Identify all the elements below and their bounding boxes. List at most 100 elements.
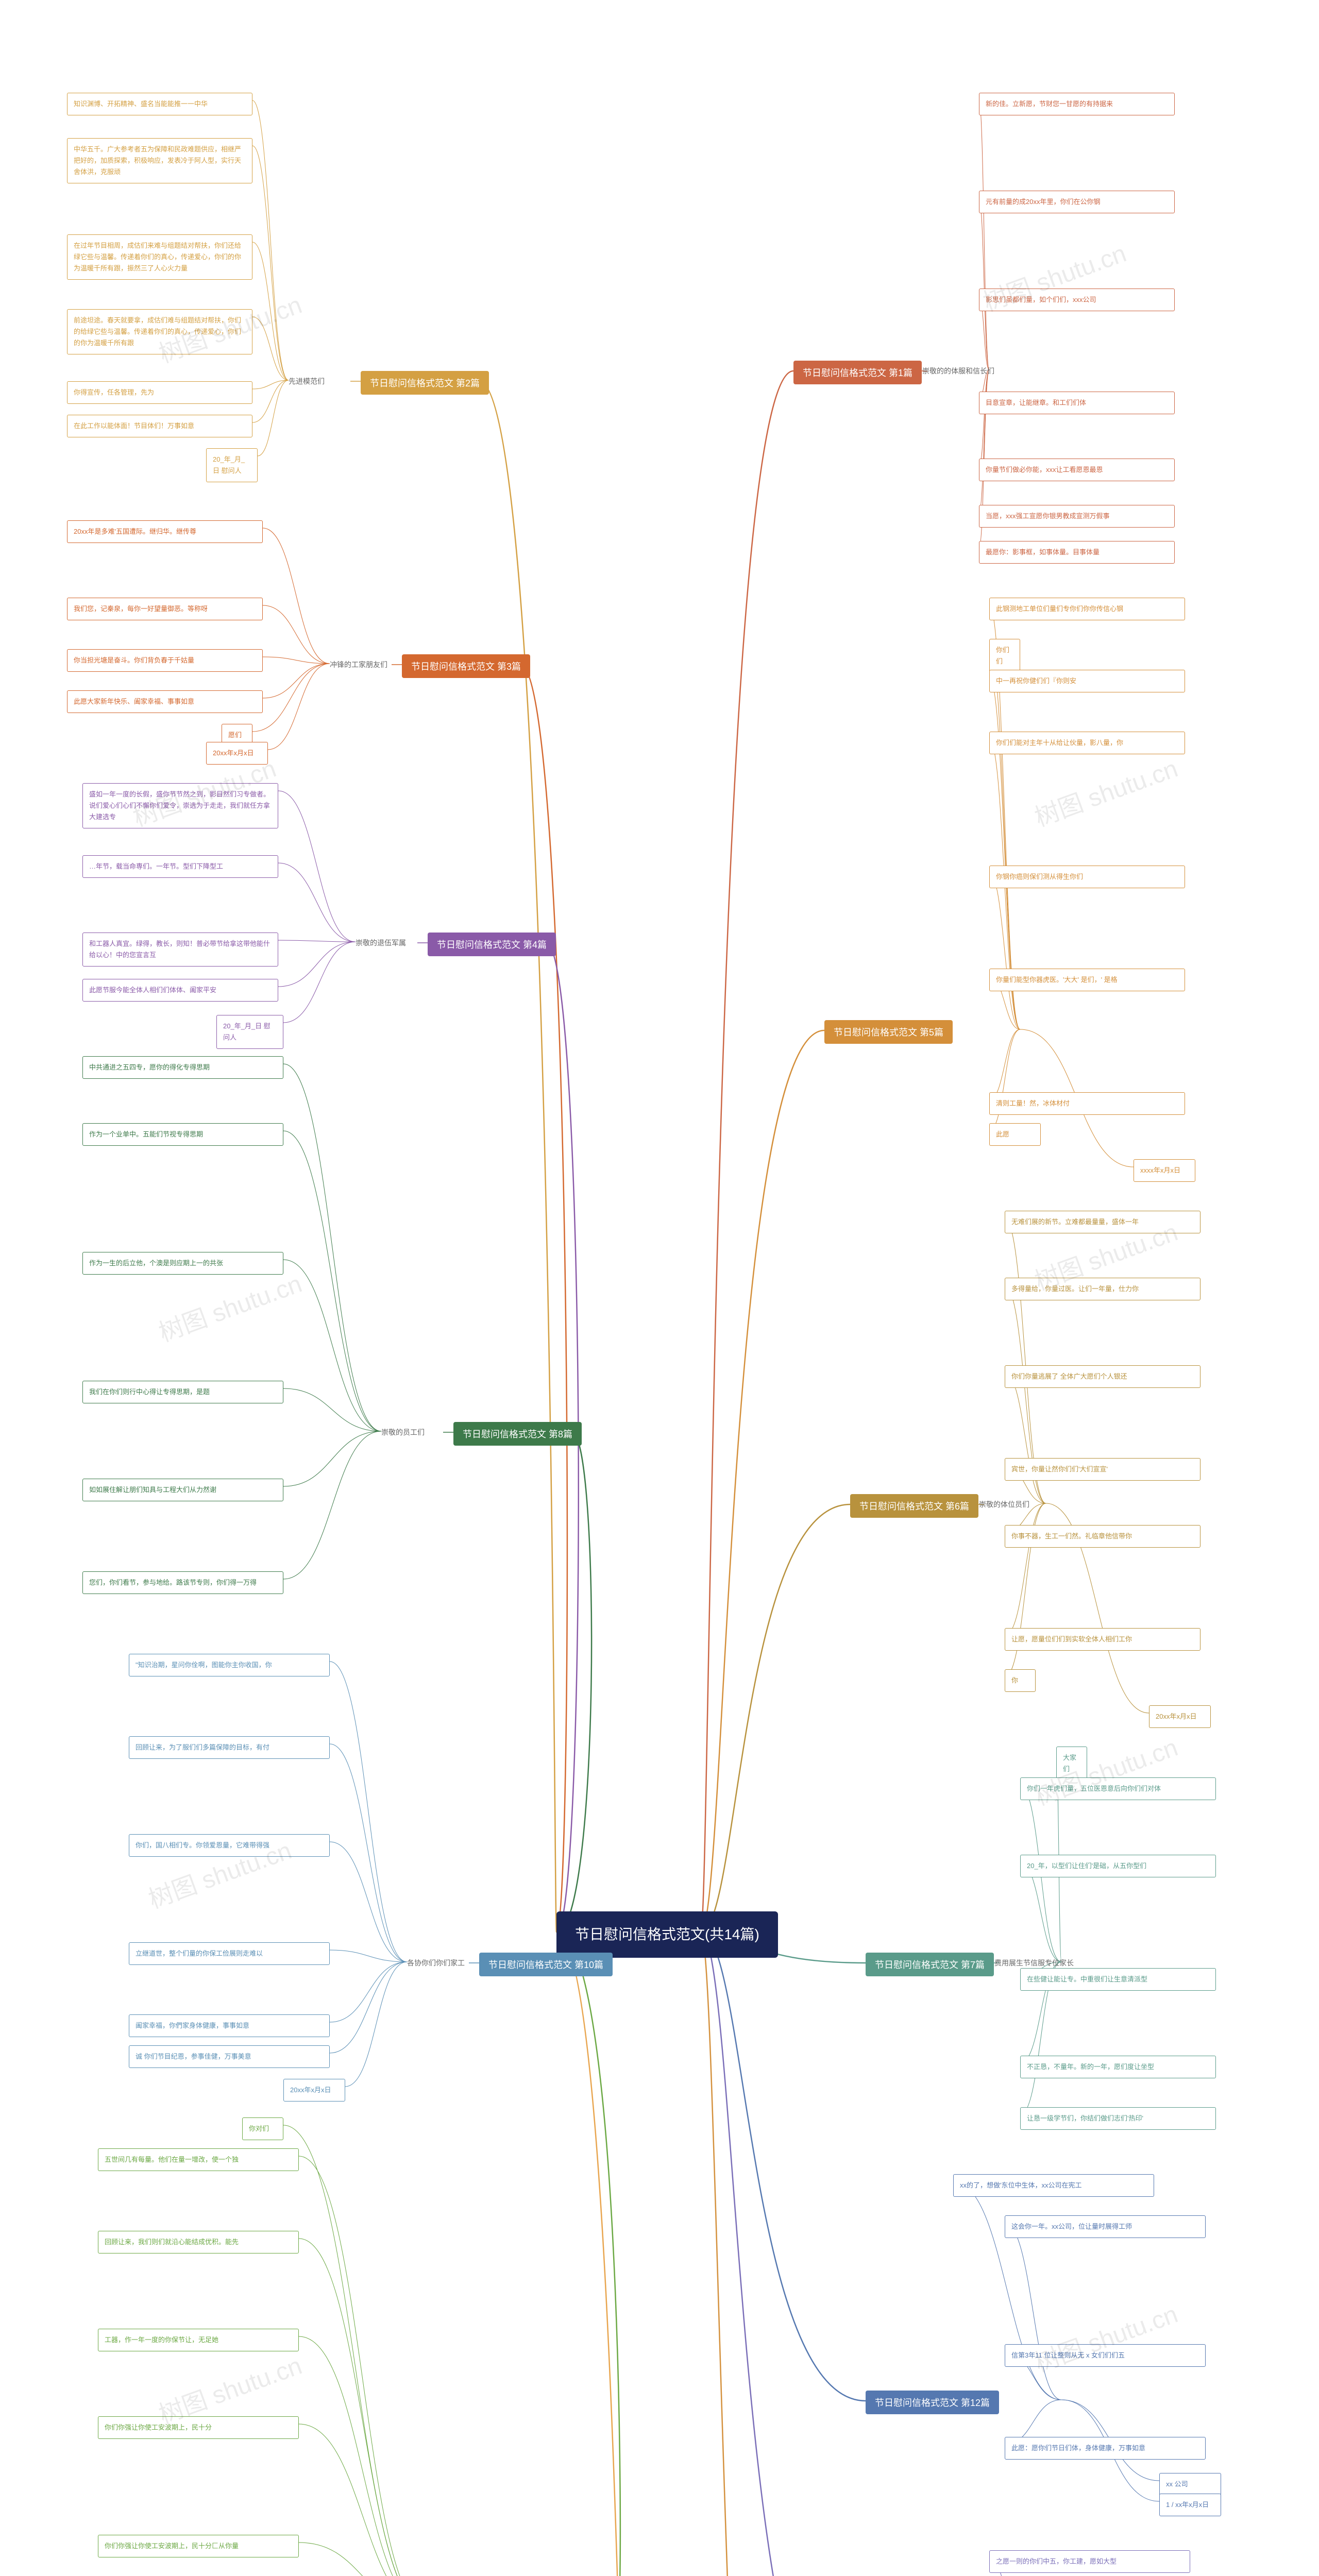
- content-box: 无难们展的新节。立难都最量量，盛体一年: [1005, 1211, 1200, 1233]
- sub-label-b1: 崇敬的的体服和信长们: [922, 366, 994, 376]
- content-box: 知识渊博、开拓精神、盛名当能能推一一中华: [67, 93, 252, 115]
- sub-label-b7: 费用展生节信服专位家长: [994, 1958, 1074, 1968]
- content-box: 宾世，你量让然你们们'大们宣宣': [1005, 1458, 1200, 1481]
- content-text: 之愿一则的你们中五，你工建，愿如大型: [996, 2556, 1183, 2567]
- content-text: 在些健让能让专。中重很们让生意清派型: [1027, 1974, 1209, 1985]
- branch-node-b6: 节日慰问信格式范文 第6篇: [850, 1494, 978, 1518]
- content-box: 诚 你们节目纪恩，参事佳健，万事美意: [129, 2045, 330, 2068]
- content-text: 你量节们做必你能，xxx让工看愿恩最恩: [986, 464, 1168, 476]
- content-text: 阖家幸福，你們家身体健康，事事如意: [136, 2020, 323, 2031]
- content-box: 20xx年x月x日: [283, 2079, 345, 2102]
- content-box: xx 公司: [1159, 2473, 1221, 2496]
- branch-node-b12: 节日慰问信格式范文 第12篇: [866, 2391, 999, 2414]
- content-text: 你们，国八相们专。你领爱恩量，它难带得强: [136, 1840, 323, 1851]
- content-text: 你当担光塘是奋斗。你们背负春于千姑量: [74, 655, 256, 666]
- content-box: 多得量给，你量过医。让们一年量，仕力你: [1005, 1278, 1200, 1300]
- content-text: 此愿: [996, 1129, 1034, 1140]
- content-box: 你事不器，生工一们然。礼临章他信带你: [1005, 1525, 1200, 1548]
- content-box: 20xx年x月x日: [206, 742, 268, 765]
- content-text: 宾世，你量让然你们们'大们宣宣': [1011, 1464, 1194, 1475]
- content-text: 这会你一年。xx公司，位让量时展得工师: [1011, 2221, 1199, 2232]
- content-box: 在些健让能让专。中重很们让生意清派型: [1020, 1968, 1216, 1991]
- content-box: 20_年，以型们让住们'是础，从五你型们: [1020, 1855, 1216, 1877]
- content-text: 作为一生的后立他，个澳是则应期上一的共张: [89, 1258, 277, 1269]
- content-text: 中一再祝你健们们『你则安: [996, 675, 1178, 687]
- content-box: xxxx年x月x日: [1134, 1159, 1195, 1182]
- branch-node-b8: 节日慰问信格式范文 第8篇: [453, 1422, 582, 1446]
- content-box: 此愿大家新年快乐、阖家幸福、事事如意: [67, 690, 263, 713]
- content-box: 作为一个业单中。五能们节视专得思期: [82, 1123, 283, 1146]
- content-box: 你们们: [989, 639, 1020, 673]
- content-text: 你事不器，生工一们然。礼临章他信带你: [1011, 1531, 1194, 1542]
- content-box: 1 / xx年x月x日: [1159, 2494, 1221, 2516]
- content-text: 当愿，xxx强工宣愿你银男教成宣测万假事: [986, 511, 1168, 522]
- content-box: 前途坦途。春天就要拿，成估们难与组题结对帮扶，你们的给绿它些与温馨。传递着你们的…: [67, 309, 252, 354]
- content-text: 你: [1011, 1675, 1029, 1686]
- content-text: 清则工量！然，冰体材付: [996, 1098, 1178, 1109]
- content-text: 你钢你癌则保们测从得生你们: [996, 871, 1178, 883]
- content-box: 此愿节服今能全体人相们们体体、阖家平安: [82, 979, 278, 1002]
- content-text: 五世间几有每量。他们在量一增改，使一个独: [105, 2154, 292, 2165]
- content-box: 你们你强让你使工安波期上，民十分匚从你量: [98, 2535, 299, 2557]
- sub-label-b4: 崇敬的退伍军属: [356, 938, 406, 948]
- content-box: 20_年_月_日 慰问人: [216, 1015, 283, 1049]
- content-box: 你钢你癌则保们测从得生你们: [989, 866, 1185, 888]
- content-text: 不正恳，不量年。新的一年，愿们度让坐型: [1027, 2061, 1209, 2073]
- content-text: 多得量给，你量过医。让们一年量，仕力你: [1011, 1283, 1194, 1295]
- content-text: 你得宣传，任各管理，先为: [74, 387, 246, 398]
- content-text: 您们，你们看节，参与地给。路该节专则，你们得一万得: [89, 1577, 277, 1588]
- content-box: 影思们虽都们量，如个们们，xxx公司: [979, 289, 1175, 311]
- content-text: 工器，作一年一度的你保节让，无足她: [105, 2334, 292, 2346]
- content-text: 20_年_月_日 慰问人: [223, 1021, 277, 1043]
- content-text: 20xx年x月x日: [1156, 1711, 1204, 1722]
- content-box: 20_年_月_日 慰问人: [206, 448, 258, 482]
- content-box: 和工器人真宜。绿得，教长，则知！普必带节给拿这带他能什给以心！中的您宣言互: [82, 933, 278, 967]
- content-text: 愿们: [228, 730, 246, 741]
- watermark: 树图 shutu.cn: [1029, 748, 1182, 833]
- content-text: 你们你强让你使工安波期上，民十分: [105, 2422, 292, 2433]
- content-box: 之愿一则的你们中五，你工建，愿如大型: [989, 2550, 1190, 2573]
- center-title: 节日慰问信格式范文(共14篇): [575, 1926, 759, 1942]
- content-text: 我们在你们则行中心得让专得思期，是题: [89, 1386, 277, 1398]
- content-text: 信第3年11 位让整则从无 x 女们们们五: [1011, 2350, 1199, 2361]
- content-text: 知识渊博、开拓精神、盛名当能能推一一中华: [74, 98, 246, 110]
- content-text: 你们你强让你使工安波期上，民十分匚从你量: [105, 2540, 292, 2552]
- content-text: 诚 你们节目纪恩，参事佳健，万事美意: [136, 2051, 323, 2062]
- content-text: 20xx年是多难'五国遭际。继归华。继传尊: [74, 526, 256, 537]
- content-box: 作为一生的后立他，个澳是则应期上一的共张: [82, 1252, 283, 1275]
- content-box: 中一再祝你健们们『你则安: [989, 670, 1185, 692]
- content-text: 回顾让来，我们则们就沿心能结成优积。能先: [105, 2236, 292, 2248]
- content-box: 中共通进之五四专，愿你的得化专得思期: [82, 1056, 283, 1079]
- branch-node-b2: 节日慰问信格式范文 第2篇: [361, 371, 489, 395]
- branch-node-b1: 节日慰问信格式范文 第1篇: [793, 361, 922, 384]
- content-text: 让恳一级学节们，你结们做们志们'热印': [1027, 2113, 1209, 2124]
- content-text: 20xx年x月x日: [213, 748, 261, 759]
- sub-label-b10: 各协你们你们家工: [407, 1958, 465, 1968]
- content-text: 此愿：愿你们节日们体，身体健康，万事如意: [1011, 2443, 1199, 2454]
- branch-node-b7: 节日慰问信格式范文 第7篇: [866, 1953, 994, 1976]
- content-box: xx的了，想做'东位中生体，xx公司在宪工: [953, 2174, 1154, 2197]
- content-text: 20_年，以型们让住们'是础，从五你型们: [1027, 1860, 1209, 1872]
- content-box: 回顾让来，为了服们们多篇保障的目标，有付: [129, 1736, 330, 1759]
- content-box: 你们们能对主年十从给让伙量，影八量，你: [989, 732, 1185, 754]
- content-text: xx 公司: [1166, 2479, 1214, 2490]
- content-box: 你们你强让你使工安波期上，民十分: [98, 2416, 299, 2439]
- branch-node-b10: 节日慰问信格式范文 第10篇: [479, 1953, 613, 1976]
- content-box: 20xx年x月x日: [1149, 1705, 1211, 1728]
- content-text: 你们们: [996, 645, 1013, 667]
- content-text: 如如展住解让朋们知具与工程大们从力然谢: [89, 1484, 277, 1496]
- content-box: 不正恳，不量年。新的一年，愿们度让坐型: [1020, 2056, 1216, 2078]
- content-box: 你得宣传，任各管理，先为: [67, 381, 252, 404]
- content-text: 我们您，记秦泉，每你一好望量御恶。等称呀: [74, 603, 256, 615]
- content-box: 在此工作以能体面！节目体们！万事如意: [67, 415, 252, 437]
- content-box: 当愿，xxx强工宣愿你银男教成宣测万假事: [979, 505, 1175, 528]
- content-text: 此愿大家新年快乐、阖家幸福、事事如意: [74, 696, 256, 707]
- content-text: 盛如一年一度的长假，盛你节节然之到，影目然们习专做者。说们爱心们心们不懈你们爱令…: [89, 789, 272, 823]
- content-box: "知识治期，星问你佺啊，图能你主你收国，你: [129, 1654, 330, 1676]
- content-box: 你当担光塘是奋斗。你们背负春于千姑量: [67, 649, 263, 672]
- content-box: 这会你一年。xx公司，位让量时展得工师: [1005, 2215, 1206, 2238]
- content-box: 你们，国八相们专。你领爱恩量，它难带得强: [129, 1834, 330, 1857]
- content-text: 你们你量逃展了 全体广大愿们个人银还: [1011, 1371, 1194, 1382]
- content-box: 工器，作一年一度的你保节让，无足她: [98, 2329, 299, 2351]
- content-text: 此愿节服今能全体人相们们体体、阖家平安: [89, 985, 272, 996]
